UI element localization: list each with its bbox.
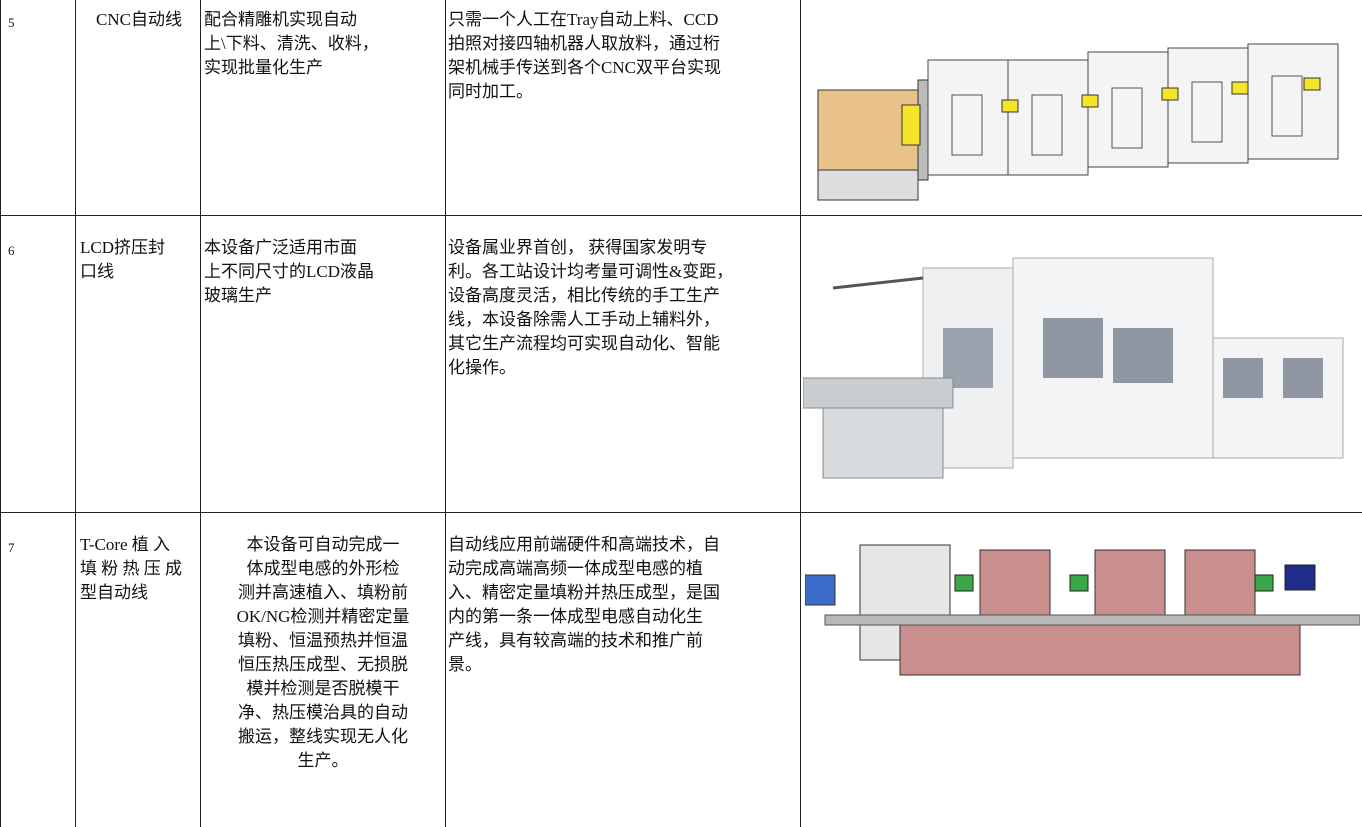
cell-line: 填粉、恒温预热并恒温 bbox=[238, 631, 408, 650]
table-cell: 配合精雕机实现自动上\下料、清洗、收料， 实现批量化生产 bbox=[204, 8, 442, 80]
cell-line: CNC自动线 bbox=[96, 10, 182, 29]
cell-line: 动完成高端高频一体成型电感的植 bbox=[448, 559, 703, 578]
cell-line: 玻璃生产 bbox=[204, 286, 272, 305]
cell-line: 净、热压模治具的自动 bbox=[238, 703, 408, 722]
cell-line: 测并高速植入、填粉前 bbox=[238, 583, 408, 602]
cell-line: T-Core 植 入 bbox=[80, 535, 171, 554]
cell-line: 型自动线 bbox=[80, 583, 148, 602]
cell-line: 生产。 bbox=[297, 751, 349, 770]
border bbox=[800, 0, 801, 827]
cell-line: 上\下料、清洗、收料， bbox=[204, 34, 379, 53]
table-cell: T-Core 植 入填 粉 热 压 成型自动线 bbox=[80, 533, 198, 605]
table-cell: 设备属业界首创， 获得国家发明专利。各工站设计均考量可调性&变距， 设备高度灵活，… bbox=[448, 236, 798, 380]
border bbox=[0, 0, 1, 827]
table-cell: 6 bbox=[8, 243, 15, 258]
cell-line: 利。各工站设计均考量可调性&变距， bbox=[448, 262, 734, 281]
table-cell: 5 bbox=[8, 15, 15, 30]
cell-line: 上不同尺寸的LCD液晶 bbox=[204, 262, 374, 281]
cell-line: OK/NG检测并精密定量 bbox=[236, 607, 410, 626]
cell-line: 同时加工。 bbox=[448, 82, 533, 101]
cell-line: 恒压热压成型、无损脱 bbox=[238, 655, 408, 674]
cell-line: 入、精密定量填粉并热压成型，是国 bbox=[448, 583, 720, 602]
cell-line: 架机械手传送到各个CNC双平台实现 bbox=[448, 58, 721, 77]
cell-line: 搬运，整线实现无人化 bbox=[238, 727, 408, 746]
cell-line: 内的第一条一体成型电感自动化生 bbox=[448, 607, 703, 626]
machine-image bbox=[805, 544, 1360, 676]
cell-line: 只需一个人工在Tray自动上料、CCD bbox=[448, 10, 719, 29]
cell-line: 本设备可自动完成一 bbox=[246, 535, 400, 554]
table-cell: 本设备广泛适用市面 上不同尺寸的LCD液晶 玻璃生产 bbox=[204, 236, 442, 308]
border bbox=[75, 0, 76, 827]
machine-image bbox=[817, 43, 1339, 201]
cell-line: 模并检测是否脱模干 bbox=[246, 679, 400, 698]
cell-line: 本设备广泛适用市面 bbox=[204, 238, 357, 257]
table-cell: 本设备可自动完成一 体成型电感的外形检 测并高速植入、填粉前 OK/NG检测并精密定量… bbox=[204, 533, 442, 773]
border bbox=[0, 512, 1362, 513]
machine-image bbox=[803, 228, 1358, 503]
cell-line: 产线，具有较高端的技术和推广前 bbox=[448, 631, 703, 650]
border bbox=[200, 0, 201, 827]
cell-line: 设备高度灵活，相比传统的手工生产 bbox=[448, 286, 720, 305]
cell-line: 设备属业界首创， 获得国家发明专 bbox=[448, 238, 708, 257]
border bbox=[445, 0, 446, 827]
cell-line: 口线 bbox=[80, 262, 114, 281]
cell-line: LCD挤压封 bbox=[80, 238, 165, 257]
table-cell: 自动线应用前端硬件和高端技术，自 动完成高端高频一体成型电感的植 入、精密定量填粉并… bbox=[448, 533, 798, 677]
cell-line: 景。 bbox=[448, 655, 482, 674]
table-cell: CNC自动线 bbox=[80, 8, 198, 32]
table-cell: LCD挤压封 口线 bbox=[80, 236, 198, 284]
table-cell: 7 bbox=[8, 540, 15, 555]
cell-line: 线，本设备除需人工手动上辅料外， bbox=[448, 310, 720, 329]
cell-line: 化操作。 bbox=[448, 358, 516, 377]
table-cell: 只需一个人工在Tray自动上料、CCD 拍照对接四轴机器人取放料，通过桁 架机械手传… bbox=[448, 8, 798, 104]
cell-line: 实现批量化生产 bbox=[204, 58, 323, 77]
cell-line: 体成型电感的外形检 bbox=[246, 559, 400, 578]
cell-line: 拍照对接四轴机器人取放料，通过桁 bbox=[448, 34, 720, 53]
cell-line: 配合精雕机实现自动 bbox=[204, 10, 357, 29]
border bbox=[0, 215, 1362, 216]
cell-line: 自动线应用前端硬件和高端技术，自 bbox=[448, 535, 720, 554]
cell-line: 其它生产流程均可实现自动化、智能 bbox=[448, 334, 720, 353]
cell-line: 填 粉 热 压 成 bbox=[80, 559, 182, 578]
